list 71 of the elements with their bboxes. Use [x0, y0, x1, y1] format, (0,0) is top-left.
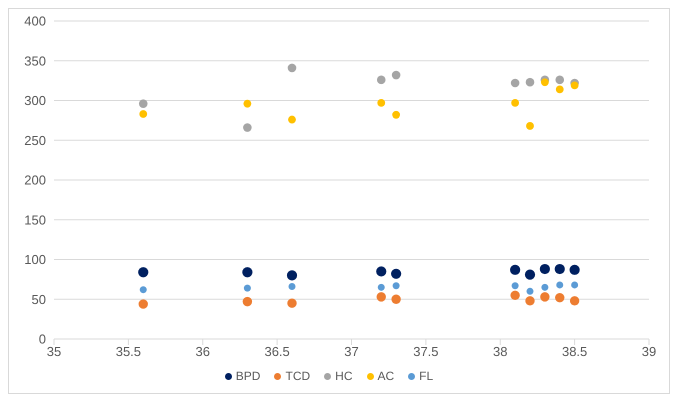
- point: [555, 76, 564, 84]
- point: [571, 281, 578, 288]
- point: [376, 266, 386, 277]
- point: [244, 284, 251, 292]
- legend-label: TCD: [285, 369, 310, 383]
- point: [376, 76, 386, 84]
- point: [556, 85, 564, 94]
- point: [525, 296, 535, 306]
- point: [286, 270, 298, 280]
- point: [392, 110, 400, 119]
- legend-label: FL: [419, 369, 434, 383]
- legend-label: AC: [378, 369, 394, 383]
- point: [288, 116, 296, 124]
- point: [510, 264, 520, 275]
- y-tick-label: 0: [38, 332, 46, 347]
- point: [541, 284, 548, 291]
- point: [377, 98, 386, 107]
- x-tick-label: 37.5: [413, 344, 439, 360]
- point: [242, 267, 252, 278]
- x-tick-label: 35: [46, 344, 62, 360]
- x-tick-label: 35.5: [116, 344, 142, 360]
- point: [138, 99, 148, 108]
- point: [243, 100, 252, 108]
- y-tick-label: 300: [24, 93, 46, 108]
- y-tick-label: 350: [24, 53, 46, 68]
- point: [556, 281, 564, 288]
- y-tick-label: 400: [24, 14, 46, 29]
- point: [540, 264, 550, 274]
- point: [510, 78, 520, 88]
- point: [555, 292, 564, 302]
- y-tick-label: 200: [24, 172, 46, 188]
- point: [554, 264, 565, 274]
- point: [510, 290, 520, 300]
- point: [140, 286, 147, 294]
- legend-label: BPD: [236, 369, 260, 383]
- point: [526, 122, 534, 130]
- y-tick-label: 100: [24, 252, 46, 268]
- point: [288, 64, 296, 72]
- point: [288, 283, 296, 290]
- x-tick-label: 39: [642, 344, 656, 360]
- point: [392, 70, 400, 80]
- point: [570, 81, 579, 90]
- point: [526, 78, 534, 87]
- point: [243, 123, 252, 132]
- y-tick-label: 150: [24, 212, 46, 228]
- x-tick-label: 38: [493, 344, 508, 360]
- point: [511, 98, 520, 107]
- point: [391, 294, 401, 304]
- point: [540, 78, 549, 86]
- point: [392, 282, 400, 290]
- point: [287, 298, 297, 308]
- y-tick-label: 50: [32, 292, 46, 307]
- point: [138, 267, 148, 278]
- point: [376, 292, 386, 302]
- point: [524, 270, 536, 280]
- x-tick-label: 36: [196, 344, 210, 360]
- point: [570, 264, 580, 275]
- x-tick-label: 37: [344, 344, 359, 360]
- legend-label: HC: [335, 369, 352, 383]
- point: [526, 288, 534, 295]
- x-tick-label: 36.5: [264, 344, 290, 360]
- point: [540, 292, 550, 302]
- y-tick-label: 250: [24, 132, 46, 148]
- point: [378, 284, 385, 291]
- point: [242, 296, 252, 306]
- point: [138, 299, 148, 309]
- point: [391, 268, 402, 279]
- x-tick-label: 38.5: [562, 344, 588, 360]
- point: [139, 110, 148, 118]
- point: [512, 282, 519, 290]
- point: [570, 296, 580, 306]
